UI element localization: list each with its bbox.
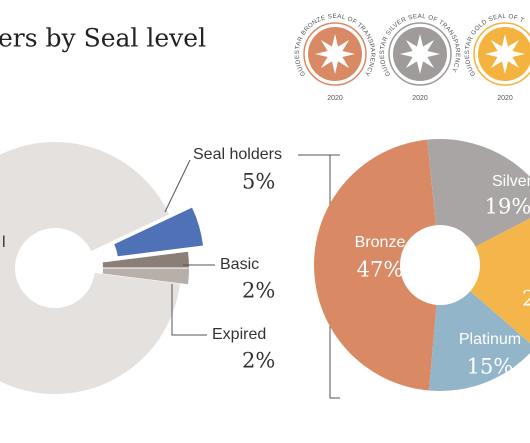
pie-slice: [470, 218, 530, 344]
slice-label: Expired: [212, 326, 266, 343]
slice-label: Seal holders: [193, 146, 282, 163]
badge-ring: [303, 22, 367, 86]
slice-label: Bronze: [355, 234, 406, 251]
badge-year: 2020: [497, 95, 513, 102]
value-label: 2%: [242, 279, 275, 303]
badge-ring: [473, 22, 530, 86]
seal-badge: GUIDESTAR BRONZE SEAL OF TRANSPARENCY202…: [294, 13, 376, 102]
leader-line: [164, 159, 191, 213]
badge-year: 2020: [327, 95, 343, 102]
badge-star: [485, 34, 525, 74]
annotation: 2: [522, 287, 530, 311]
pie-slice: [0, 142, 181, 394]
leader-line: [171, 284, 207, 336]
value-label: 47%: [357, 258, 404, 282]
pie-slice: [427, 139, 530, 247]
pie-slice: [114, 207, 204, 257]
pie-slice: [314, 139, 437, 391]
value-label: 15%: [467, 355, 514, 379]
value-label: 2%: [242, 349, 275, 373]
slice-label: Silver: [492, 173, 530, 190]
slice-label: Basic: [220, 256, 259, 273]
pie-slice: [102, 251, 189, 268]
badge-star: [315, 34, 355, 74]
badge-year: 2020: [412, 95, 428, 102]
pie-slice: [102, 268, 189, 285]
chart-title: ers by Seal level: [0, 24, 206, 53]
pie-slice: [429, 291, 530, 391]
slice-label: Platinum: [459, 331, 521, 348]
value-label: 19%: [485, 195, 530, 219]
slice-label: l: [2, 234, 6, 251]
badge-ring: [388, 22, 452, 86]
value-label: 5%: [242, 170, 275, 194]
seal-badge: GUIDESTAR SILVER SEAL OF TRANSPARENCY202…: [379, 13, 461, 102]
badge-star: [400, 34, 440, 74]
